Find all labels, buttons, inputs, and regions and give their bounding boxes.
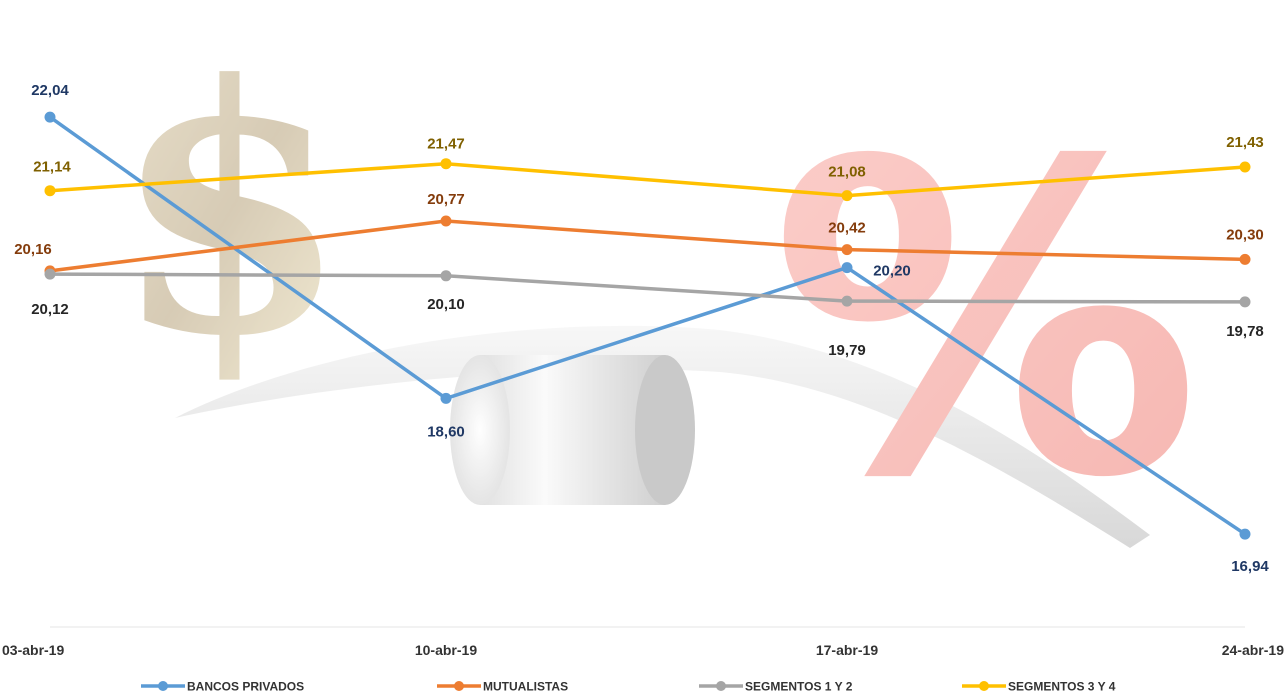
data-point-segmentos-3-y-4: [1239, 161, 1251, 173]
x-tick-label: 24-abr-19: [1222, 642, 1284, 658]
legend: BANCOS PRIVADOS MUTUALISTAS SEGMENTOS 1 Y …: [141, 680, 1116, 694]
data-labels: 22,04 18,60 20,20 16,94 20,16 20,77 20,42 20,30…: [14, 82, 1269, 575]
x-axis-tick-labels: 03-abr-19 10-abr-19 17-abr-19 24-abr-19: [2, 642, 1284, 658]
x-tick-label: 17-abr-19: [816, 642, 878, 658]
legend-item-mutualistas: MUTUALISTAS: [437, 680, 568, 694]
series-line-bancos-privados: [48, 115, 1246, 536]
data-label-segmentos-1-y-2: 19,78: [1226, 323, 1264, 340]
legend-label: SEGMENTOS 1 Y 2: [745, 680, 853, 694]
data-label-mutualistas: 20,77: [427, 191, 465, 208]
data-point-mutualistas: [841, 244, 853, 256]
legend-swatch-marker: [158, 681, 168, 691]
dollar-sign-icon: $: [112, 12, 349, 411]
percent-sign-icon: %: [770, 72, 1201, 572]
data-point-segmentos-3-y-4: [44, 185, 56, 197]
series-line-mutualistas: [49, 219, 1246, 273]
x-tick-label: 10-abr-19: [415, 642, 477, 658]
data-point-segmentos-1-y-2: [841, 295, 853, 307]
data-point-segmentos-1-y-2: [44, 268, 56, 280]
data-point-bancos-privados: [1239, 528, 1251, 540]
legend-item-segmentos-3-y-4: SEGMENTOS 3 Y 4: [962, 680, 1116, 694]
data-label-segmentos-3-y-4: 21,14: [33, 159, 71, 176]
data-point-mutualistas: [1239, 253, 1251, 265]
series-line-segmentos-3-y-4: [49, 161, 1246, 198]
data-label-mutualistas: 20,30: [1226, 226, 1264, 243]
data-point-segmentos-1-y-2: [1239, 296, 1251, 308]
legend-label: MUTUALISTAS: [483, 680, 568, 694]
legend-label: SEGMENTOS 3 Y 4: [1008, 680, 1116, 694]
series-points: [44, 111, 1251, 540]
x-tick-label: 03-abr-19: [2, 642, 64, 658]
data-label-bancos-privados: 22,04: [31, 82, 69, 99]
data-label-segmentos-3-y-4: 21,47: [427, 136, 465, 153]
data-point-mutualistas: [440, 215, 452, 227]
data-label-bancos-privados: 18,60: [427, 423, 465, 440]
legend-swatch-marker: [979, 681, 989, 691]
data-label-mutualistas: 20,42: [828, 220, 866, 237]
data-label-segmentos-1-y-2: 19,79: [828, 342, 866, 359]
series-lines: [48, 115, 1246, 536]
seesaw-illustration: $ %: [112, 12, 1201, 572]
legend-swatch-marker: [716, 681, 726, 691]
legend-label: BANCOS PRIVADOS: [187, 680, 304, 694]
data-label-mutualistas: 20,16: [14, 241, 52, 258]
data-label-segmentos-1-y-2: 20,10: [427, 296, 465, 313]
data-point-segmentos-3-y-4: [841, 190, 853, 202]
data-point-bancos-privados: [841, 262, 853, 274]
data-point-bancos-privados: [440, 392, 452, 404]
data-point-segmentos-1-y-2: [440, 270, 452, 282]
legend-item-bancos-privados: BANCOS PRIVADOS: [141, 680, 304, 694]
seesaw-plank: [175, 325, 1150, 548]
data-label-segmentos-3-y-4: 21,43: [1226, 134, 1264, 151]
legend-item-segmentos-1-y-2: SEGMENTOS 1 Y 2: [699, 680, 853, 694]
data-label-bancos-privados: 16,94: [1231, 558, 1269, 575]
data-label-segmentos-1-y-2: 20,12: [31, 301, 69, 318]
data-label-bancos-privados: 20,20: [873, 263, 911, 280]
data-point-bancos-privados: [44, 111, 56, 123]
data-label-segmentos-3-y-4: 21,08: [828, 164, 866, 181]
fulcrum-cylinder: [450, 355, 695, 505]
series-line-segmentos-1-y-2: [49, 272, 1246, 304]
legend-swatch-marker: [454, 681, 464, 691]
data-point-segmentos-3-y-4: [440, 158, 452, 170]
